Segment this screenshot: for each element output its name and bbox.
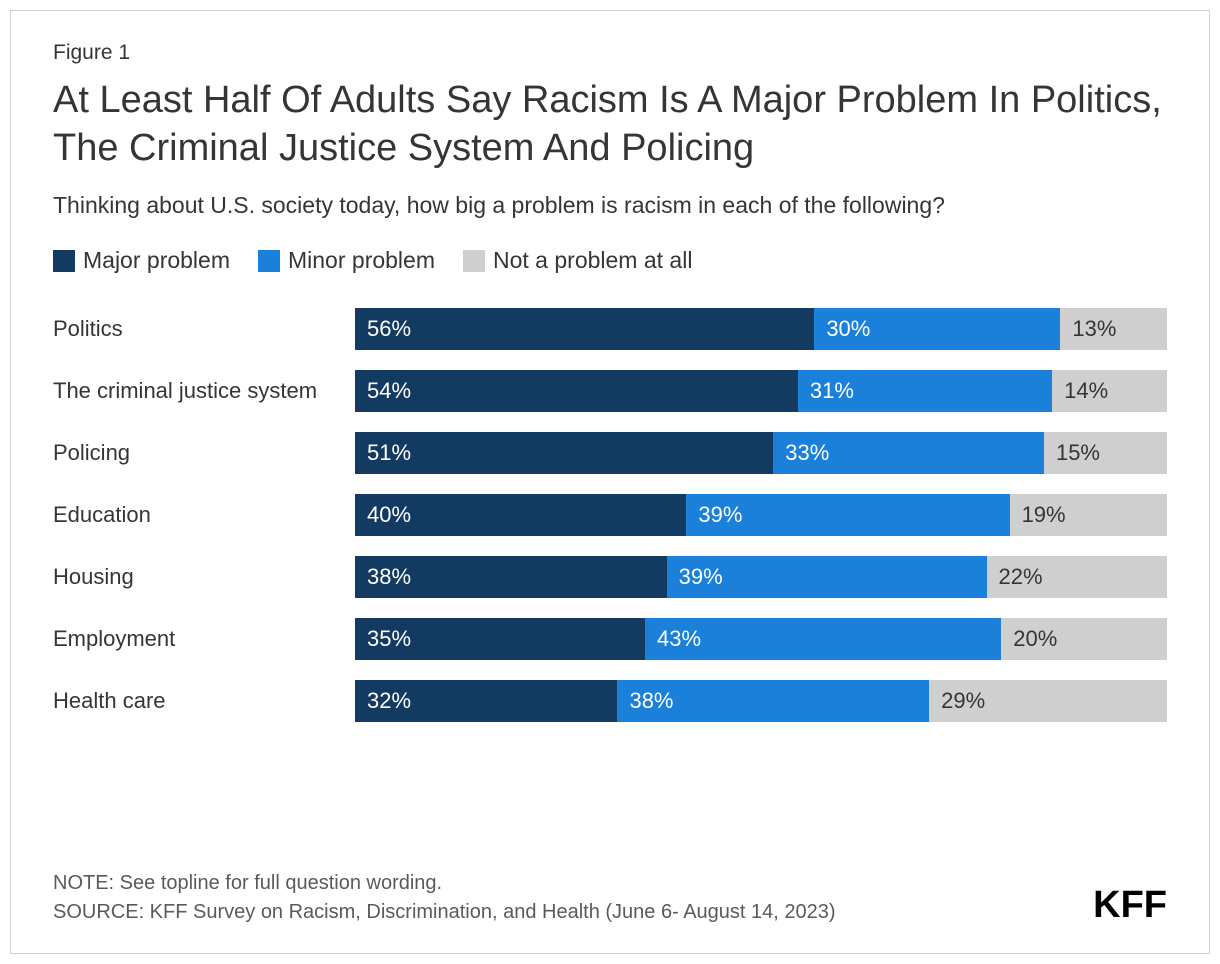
bar-segment: 51% — [355, 432, 773, 474]
bar-segment: 30% — [814, 308, 1060, 350]
bar-segment: 14% — [1052, 370, 1167, 412]
kff-logo: KFF — [1093, 884, 1167, 927]
bar-segment: 31% — [798, 370, 1052, 412]
bar-segment: 38% — [617, 680, 929, 722]
row-label: Politics — [53, 316, 355, 342]
chart-row: Employment35%43%20% — [53, 614, 1167, 664]
bar-segment: 20% — [1001, 618, 1167, 660]
row-bars: 40%39%19% — [355, 494, 1167, 536]
bar-segment: 22% — [987, 556, 1167, 598]
row-bars: 32%38%29% — [355, 680, 1167, 722]
bar-segment: 39% — [686, 494, 1009, 536]
bar-segment: 40% — [355, 494, 686, 536]
row-label: Policing — [53, 440, 355, 466]
chart-row: Policing51%33%15% — [53, 428, 1167, 478]
note-text: NOTE: See topline for full question word… — [53, 869, 836, 898]
chart-subtitle: Thinking about U.S. society today, how b… — [53, 192, 1167, 219]
bar-segment: 38% — [355, 556, 667, 598]
row-bars: 35%43%20% — [355, 618, 1167, 660]
row-label: Health care — [53, 688, 355, 714]
legend-label: Major problem — [83, 247, 230, 274]
bar-segment: 32% — [355, 680, 617, 722]
bar-chart: Politics56%30%13% The criminal justice sy… — [53, 304, 1167, 726]
footer-notes: NOTE: See topline for full question word… — [53, 869, 836, 927]
chart-row: Health care32%38%29% — [53, 676, 1167, 726]
bar-segment: 13% — [1060, 308, 1167, 350]
bar-segment: 43% — [645, 618, 1001, 660]
legend-swatch — [463, 250, 485, 272]
figure-label: Figure 1 — [53, 41, 1167, 65]
bar-segment: 19% — [1010, 494, 1167, 536]
row-bars: 56%30%13% — [355, 308, 1167, 350]
chart-row: Politics56%30%13% — [53, 304, 1167, 354]
figure-container: Figure 1 At Least Half Of Adults Say Rac… — [10, 10, 1210, 954]
row-label: The criminal justice system — [53, 378, 355, 404]
chart-title: At Least Half Of Adults Say Racism Is A … — [53, 77, 1167, 172]
row-bars: 54%31%14% — [355, 370, 1167, 412]
legend-swatch — [53, 250, 75, 272]
bar-segment: 39% — [667, 556, 987, 598]
row-label: Education — [53, 502, 355, 528]
bar-segment: 35% — [355, 618, 645, 660]
source-text: SOURCE: KFF Survey on Racism, Discrimina… — [53, 898, 836, 927]
legend: Major problem Minor problem Not a problem … — [53, 247, 1167, 274]
chart-row: Education40%39%19% — [53, 490, 1167, 540]
legend-item: Minor problem — [258, 247, 435, 274]
figure-footer: NOTE: See topline for full question word… — [53, 869, 1167, 927]
bar-segment: 33% — [773, 432, 1044, 474]
legend-item: Not a problem at all — [463, 247, 692, 274]
legend-label: Minor problem — [288, 247, 435, 274]
legend-swatch — [258, 250, 280, 272]
row-label: Employment — [53, 626, 355, 652]
bar-segment: 15% — [1044, 432, 1167, 474]
row-bars: 38%39%22% — [355, 556, 1167, 598]
bar-segment: 29% — [929, 680, 1167, 722]
legend-label: Not a problem at all — [493, 247, 692, 274]
row-label: Housing — [53, 564, 355, 590]
bar-segment: 54% — [355, 370, 798, 412]
legend-item: Major problem — [53, 247, 230, 274]
bar-segment: 56% — [355, 308, 814, 350]
row-bars: 51%33%15% — [355, 432, 1167, 474]
chart-row: Housing38%39%22% — [53, 552, 1167, 602]
chart-row: The criminal justice system54%31%14% — [53, 366, 1167, 416]
